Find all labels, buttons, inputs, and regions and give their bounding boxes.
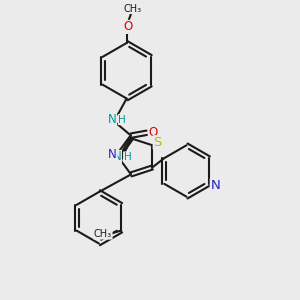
Text: O: O xyxy=(124,20,133,33)
Text: H: H xyxy=(118,115,126,124)
Text: S: S xyxy=(153,136,162,149)
Text: N: N xyxy=(108,113,116,126)
Text: H: H xyxy=(124,152,131,162)
Text: CH₃: CH₃ xyxy=(124,4,142,14)
Text: CH₃: CH₃ xyxy=(94,229,112,239)
Text: N: N xyxy=(112,151,122,164)
Text: N: N xyxy=(210,179,220,192)
Text: O: O xyxy=(148,126,158,139)
Text: N: N xyxy=(108,148,117,160)
